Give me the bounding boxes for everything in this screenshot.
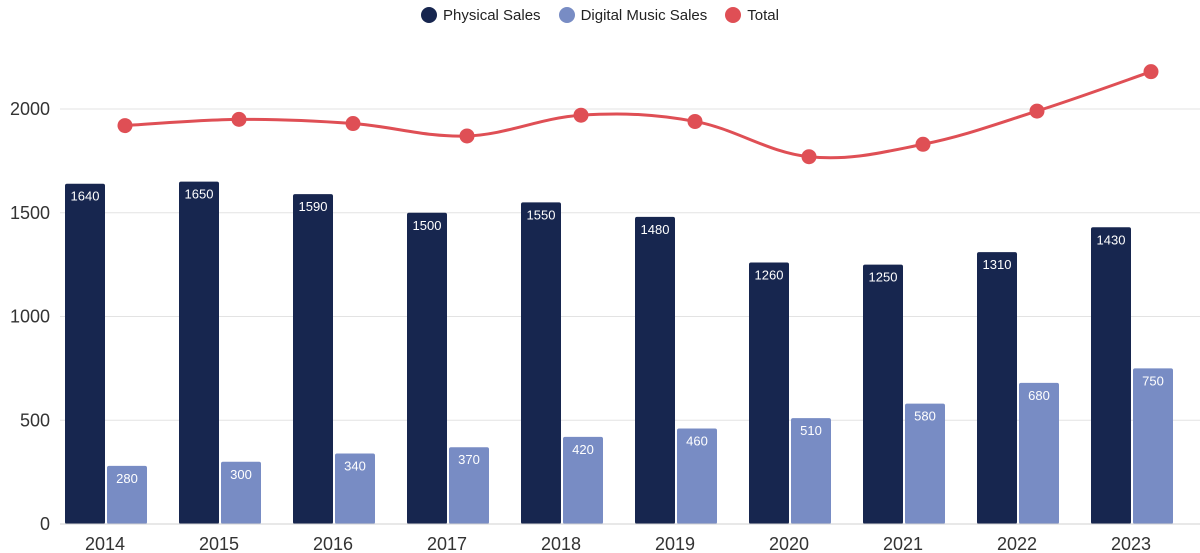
data-label-digital-2017: 370 [458,452,480,467]
y-tick-label: 1500 [10,203,50,223]
data-label-physical-2015: 1650 [185,187,214,202]
legend-label-physical: Physical Sales [443,6,541,24]
x-tick-label: 2022 [997,534,1037,553]
point-total-2020[interactable] [801,149,817,165]
y-tick-label: 0 [40,514,50,534]
data-label-physical-2021: 1250 [869,270,898,285]
bar-digital-2023[interactable] [1133,368,1173,524]
data-label-physical-2023: 1430 [1097,232,1126,247]
legend-item-physical[interactable]: Physical Sales [421,7,541,24]
x-tick-label: 2023 [1111,534,1151,553]
y-tick-label: 1000 [10,307,50,327]
x-tick-label: 2016 [313,534,353,553]
bar-physical-2014[interactable] [65,183,105,524]
bar-digital-2020[interactable] [791,418,831,524]
data-label-physical-2019: 1480 [641,222,670,237]
y-tick-label: 500 [20,410,50,430]
bar-digital-2021[interactable] [905,403,945,524]
data-label-physical-2018: 1550 [527,207,556,222]
point-total-2022[interactable] [1029,103,1045,119]
bar-physical-2023[interactable] [1091,227,1131,524]
line-total [124,70,1152,160]
legend-label-digital: Digital Music Sales [580,6,708,24]
bar-digital-2019[interactable] [677,428,717,524]
bar-digital-2017[interactable] [449,447,489,524]
point-total-2015[interactable] [231,111,247,127]
bar-physical-2020[interactable] [749,262,789,524]
legend: Physical Sales Digital Music Sales Total [0,4,1200,26]
data-label-digital-2016: 340 [344,458,366,473]
bar-physical-2021[interactable] [863,264,903,524]
x-tick-label: 2014 [85,534,125,553]
bar-physical-2016[interactable] [293,194,333,524]
data-label-digital-2021: 580 [914,409,936,424]
point-total-2023[interactable] [1143,64,1159,80]
x-tick-label: 2018 [541,534,581,553]
data-label-digital-2018: 420 [572,442,594,457]
x-tick-label: 2019 [655,534,695,553]
data-label-physical-2016: 1590 [299,199,328,214]
data-label-digital-2015: 300 [230,467,252,482]
data-label-digital-2019: 460 [686,434,708,449]
y-tick-label: 2000 [10,99,50,119]
data-label-physical-2022: 1310 [983,257,1012,272]
point-total-2019[interactable] [687,113,703,129]
legend-swatch-physical [421,7,438,23]
x-tick-label: 2021 [883,534,923,553]
data-label-digital-2023: 750 [1142,373,1164,388]
bar-digital-2014[interactable] [107,465,147,524]
point-total-2017[interactable] [459,128,475,144]
point-total-2016[interactable] [345,116,361,132]
point-total-2021[interactable] [915,136,931,152]
bar-physical-2022[interactable] [977,252,1017,525]
legend-label-total: Total [747,6,779,24]
legend-swatch-total [725,7,742,23]
data-label-physical-2020: 1260 [755,268,784,283]
x-tick-label: 2017 [427,534,467,553]
bar-digital-2015[interactable] [221,461,261,524]
legend-swatch-digital [558,7,575,23]
data-label-physical-2017: 1500 [413,218,442,233]
bar-digital-2018[interactable] [563,436,603,524]
data-label-digital-2022: 680 [1028,388,1050,403]
legend-item-digital[interactable]: Digital Music Sales [558,6,708,24]
bar-digital-2022[interactable] [1019,382,1059,524]
bar-physical-2019[interactable] [635,216,675,524]
bar-digital-2016[interactable] [335,453,375,524]
data-label-physical-2014: 1640 [71,189,100,204]
x-tick-label: 2020 [769,534,809,553]
data-label-digital-2020: 510 [800,423,822,438]
x-tick-label: 2015 [199,534,239,553]
bar-physical-2015[interactable] [179,181,219,524]
bar-physical-2017[interactable] [407,212,447,524]
point-total-2018[interactable] [573,107,589,123]
point-total-2014[interactable] [117,118,133,134]
bar-physical-2018[interactable] [521,202,561,524]
legend-item-total[interactable]: Total [725,7,779,24]
data-label-digital-2014: 280 [116,471,138,486]
